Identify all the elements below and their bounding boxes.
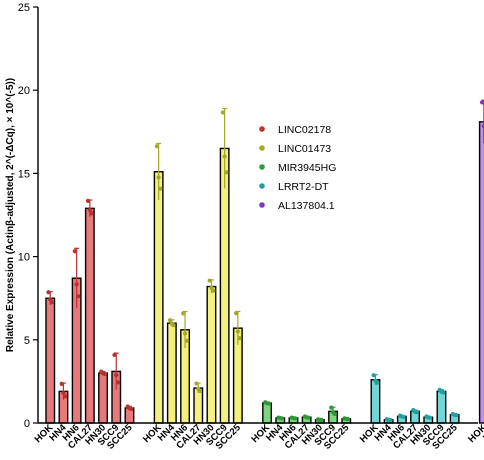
data-point xyxy=(426,415,431,420)
y-tick-label: 10 xyxy=(18,252,30,264)
data-point xyxy=(89,211,94,216)
legend-entry: MIR3945HG xyxy=(278,162,336,174)
data-point xyxy=(169,321,174,326)
data-point xyxy=(439,389,444,394)
y-tick-label: 20 xyxy=(18,85,30,97)
data-point xyxy=(209,285,214,290)
data-point xyxy=(452,412,457,417)
legend-swatch xyxy=(259,126,265,132)
data-point xyxy=(76,294,81,299)
legend-swatch xyxy=(259,202,265,208)
bar-LRRT2-DT-SCC9 xyxy=(436,390,447,424)
bar-LINC02178-HOK xyxy=(45,297,56,424)
y-tick-label: 0 xyxy=(24,418,30,430)
data-point xyxy=(85,198,91,203)
data-point xyxy=(317,417,322,422)
data-point xyxy=(196,386,201,392)
data-point xyxy=(182,331,188,336)
data-point xyxy=(329,405,334,410)
bar-LINC01473-SCC9 xyxy=(219,147,230,424)
bar-LINC01473-HN4 xyxy=(166,322,177,424)
data-point xyxy=(184,338,189,343)
y-axis: 0 5 10 15 20 25 xyxy=(18,2,39,430)
y-tick-label: 5 xyxy=(24,335,30,347)
data-point xyxy=(127,406,132,411)
data-point xyxy=(237,336,242,341)
data-point xyxy=(167,318,173,323)
y-tick-label: 15 xyxy=(18,168,30,180)
data-point xyxy=(264,401,270,406)
legend-entry: LRRT2-DT xyxy=(278,181,329,193)
bar-LINC01473-CAL27 xyxy=(193,387,204,424)
data-point xyxy=(373,378,378,383)
data-point xyxy=(220,110,225,115)
bar-AL137804.1-HOK xyxy=(478,121,484,424)
data-point xyxy=(371,373,376,378)
data-point xyxy=(59,381,64,386)
legend-swatch xyxy=(259,145,265,151)
data-point xyxy=(222,154,227,159)
bar-LINC02178-HN30 xyxy=(98,372,109,424)
data-point xyxy=(278,416,283,421)
data-point xyxy=(207,278,212,283)
y-tick-label: 25 xyxy=(18,2,30,14)
data-point xyxy=(48,297,53,302)
data-point xyxy=(479,100,484,105)
bar-MIR3945HG-HOK xyxy=(262,402,272,424)
data-point xyxy=(156,175,161,180)
data-point xyxy=(72,249,77,254)
legend-entry: LINC02178 xyxy=(278,124,331,136)
data-point xyxy=(233,311,239,316)
data-point xyxy=(181,311,186,316)
data-point xyxy=(115,380,121,385)
legend-swatch xyxy=(259,183,265,189)
data-point xyxy=(87,207,92,213)
legend-swatch xyxy=(259,164,265,170)
y-axis-label: Relative Expression (Actinβ-adjusted, 2^… xyxy=(5,78,16,352)
data-point xyxy=(344,416,349,422)
data-point xyxy=(481,124,484,129)
data-point xyxy=(63,394,68,399)
data-point xyxy=(399,414,404,419)
bar-LINC01473-HOK xyxy=(153,171,164,424)
bar-LINC01473-HN30 xyxy=(206,285,217,424)
data-point xyxy=(74,282,79,287)
data-point xyxy=(386,417,391,422)
legend-entry: AL137804.1 xyxy=(278,200,335,212)
data-point xyxy=(412,409,418,414)
data-point xyxy=(235,329,240,334)
legend-entry: LINC01473 xyxy=(278,143,331,155)
category-label: HOK xyxy=(466,422,484,445)
data-point xyxy=(112,352,117,358)
data-point xyxy=(224,170,229,175)
data-point xyxy=(330,410,336,415)
data-point xyxy=(46,290,51,295)
data-point xyxy=(100,371,106,376)
data-point xyxy=(291,416,296,421)
legend: LINC02178 LINC01473 MIR3945HG LRRT2-DT AL137… xyxy=(259,124,336,212)
data-point xyxy=(304,415,309,420)
bar-LINC02178-CAL27 xyxy=(84,207,95,424)
bar-LRRT2-DT-HOK xyxy=(370,379,381,424)
data-point xyxy=(154,144,159,149)
data-point xyxy=(158,186,163,191)
data-point xyxy=(114,372,119,378)
data-point xyxy=(194,381,199,386)
data-point xyxy=(61,390,66,396)
